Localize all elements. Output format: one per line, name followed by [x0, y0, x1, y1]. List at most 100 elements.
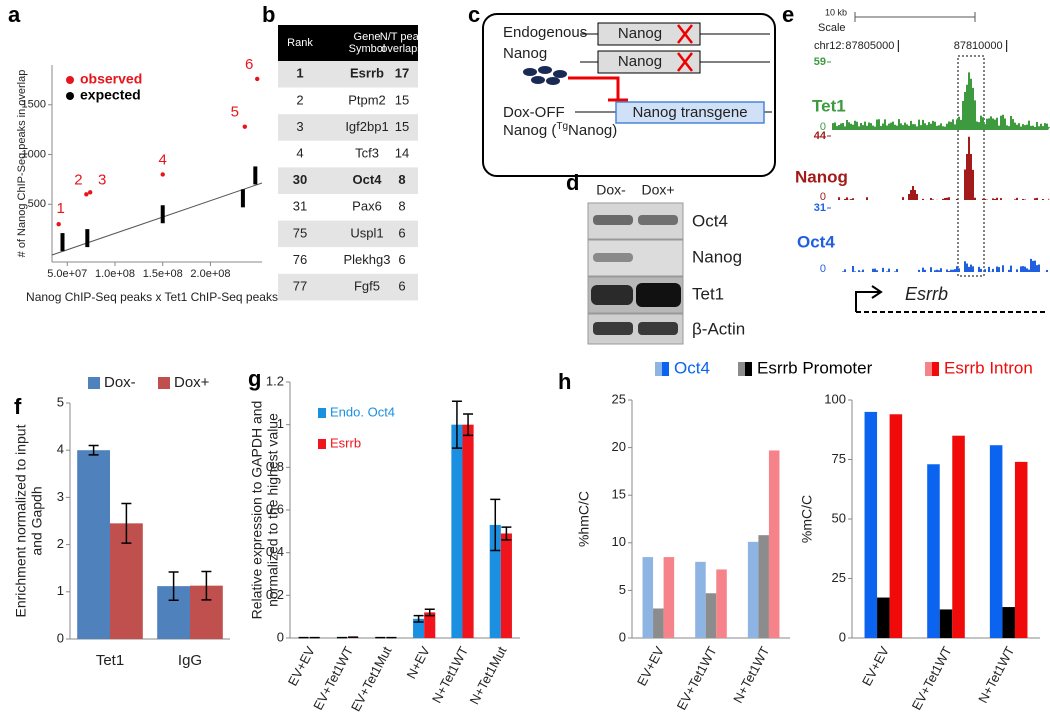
track-min: 0 — [820, 121, 826, 133]
table-row — [278, 247, 418, 274]
x-tick-label: 87805000 — [845, 40, 894, 52]
point — [85, 229, 90, 248]
y-tick-label: 25 — [832, 570, 846, 585]
table-cell: Tcf3 — [355, 146, 379, 161]
point — [84, 192, 89, 197]
gene-box — [597, 50, 701, 74]
x-tick-label: EV+EV — [285, 644, 318, 689]
bar — [695, 561, 706, 638]
bar — [424, 612, 436, 638]
table-cell: Pax6 — [352, 199, 382, 214]
point — [253, 166, 258, 185]
band — [636, 283, 681, 307]
bar — [653, 608, 664, 638]
point — [160, 205, 165, 224]
gene-label: Nanog — [618, 25, 662, 42]
point-label: 4 — [159, 151, 167, 168]
error-bar — [168, 571, 179, 602]
table-cell: 1 — [296, 66, 303, 81]
label: Nanog (TgNanog) — [503, 121, 617, 139]
track-max: 44 — [814, 130, 827, 142]
table-cell: Igf2bp1 — [345, 119, 388, 134]
bar — [451, 424, 463, 638]
bar — [864, 411, 878, 638]
inhibition-arrow — [568, 76, 628, 102]
diagram: c Endogenous Nanog Nanog Nanog Nanog tra… — [468, 2, 776, 177]
track-label: Oct4 — [797, 232, 835, 251]
table-cell: 77 — [293, 279, 307, 294]
point — [160, 172, 165, 177]
y-tick-label: 1500 — [22, 99, 46, 111]
point-label: 6 — [245, 56, 253, 73]
panel-letter: b — [262, 2, 275, 27]
y-tick-label: 0.8 — [266, 459, 284, 474]
dox-molecules — [523, 66, 567, 85]
legend-label: expected — [80, 87, 141, 103]
trend-line — [51, 182, 263, 256]
label: Dox-OFF — [503, 104, 565, 121]
table-row — [278, 194, 418, 221]
point-label: 1 — [57, 200, 65, 217]
y-tick-label: 10 — [612, 534, 626, 549]
legend-label: Esrrb — [330, 435, 361, 450]
y-tick-label: 20 — [612, 439, 626, 454]
legend-swatch — [925, 362, 932, 376]
error-bar — [490, 498, 501, 552]
column-header: Symbol — [349, 43, 386, 55]
legend-swatch — [745, 362, 752, 376]
y-tick-label: 0 — [277, 629, 284, 644]
scale-bar-label: 10 kb — [825, 7, 847, 17]
table-row — [278, 167, 418, 194]
label: Nanog — [503, 45, 547, 62]
legend-label: Oct4 — [674, 358, 710, 377]
bar — [989, 445, 1003, 638]
x-tick-label: EV+Tet1WT — [674, 644, 720, 713]
table-cell: 6 — [398, 225, 405, 240]
y-axis-label: Enrichment normalized to input — [13, 424, 29, 617]
condition-label: Dox+ — [641, 182, 674, 198]
x-axis-label: Nanog ChIP-Seq peaks x Tet1 ChIP-Seq pea… — [26, 290, 278, 304]
track-max: 31 — [814, 202, 826, 214]
track-max: 59 — [814, 56, 826, 68]
legend-swatch — [738, 362, 745, 376]
y-axis-label: # of Nanog ChIP-Seq peaks in overlap — [16, 70, 28, 258]
point — [60, 233, 65, 252]
legend-label: Dox- — [104, 374, 136, 391]
legend-swatch — [662, 362, 669, 376]
legend-label: Endo. Oct4 — [330, 404, 395, 419]
table-row — [278, 114, 418, 141]
error-bar — [413, 614, 424, 623]
legend-swatch — [932, 362, 939, 376]
error-bar — [424, 608, 435, 617]
band — [593, 253, 633, 262]
x-tick-label: N+Tet1WT — [975, 644, 1017, 706]
genome-track: e 10 kb Scale chr12: Esrrb 87805000 87810… — [782, 2, 1050, 313]
bar — [413, 618, 425, 638]
table-cell: 31 — [293, 199, 307, 214]
bar — [489, 524, 501, 638]
bar — [952, 435, 965, 638]
legend-label: Esrrb Intron — [944, 358, 1033, 377]
label-part: Nanog ( — [503, 122, 556, 139]
band — [593, 322, 633, 335]
point — [87, 190, 93, 195]
bar — [877, 597, 890, 638]
table-cell: 15 — [395, 119, 409, 134]
x-tick-label: N+Tet1WT — [730, 644, 772, 706]
gene-box — [597, 22, 701, 46]
signal — [832, 136, 1050, 200]
table-cell: 8 — [398, 199, 405, 214]
point — [242, 124, 248, 129]
y-tick-label: 4 — [57, 442, 64, 457]
bar — [462, 424, 474, 638]
panel-letter: g — [248, 366, 261, 391]
bar — [77, 450, 110, 639]
y-axis-label: %mC/C — [799, 495, 815, 543]
column-header: Gene — [354, 31, 381, 43]
x-tick-label: EV+EV — [634, 644, 667, 689]
protein-label: β-Actin — [692, 319, 745, 338]
bar — [939, 609, 953, 638]
y-tick-label: 100 — [824, 391, 846, 406]
error-bar — [201, 570, 212, 601]
y-tick-label: 0 — [839, 629, 846, 644]
